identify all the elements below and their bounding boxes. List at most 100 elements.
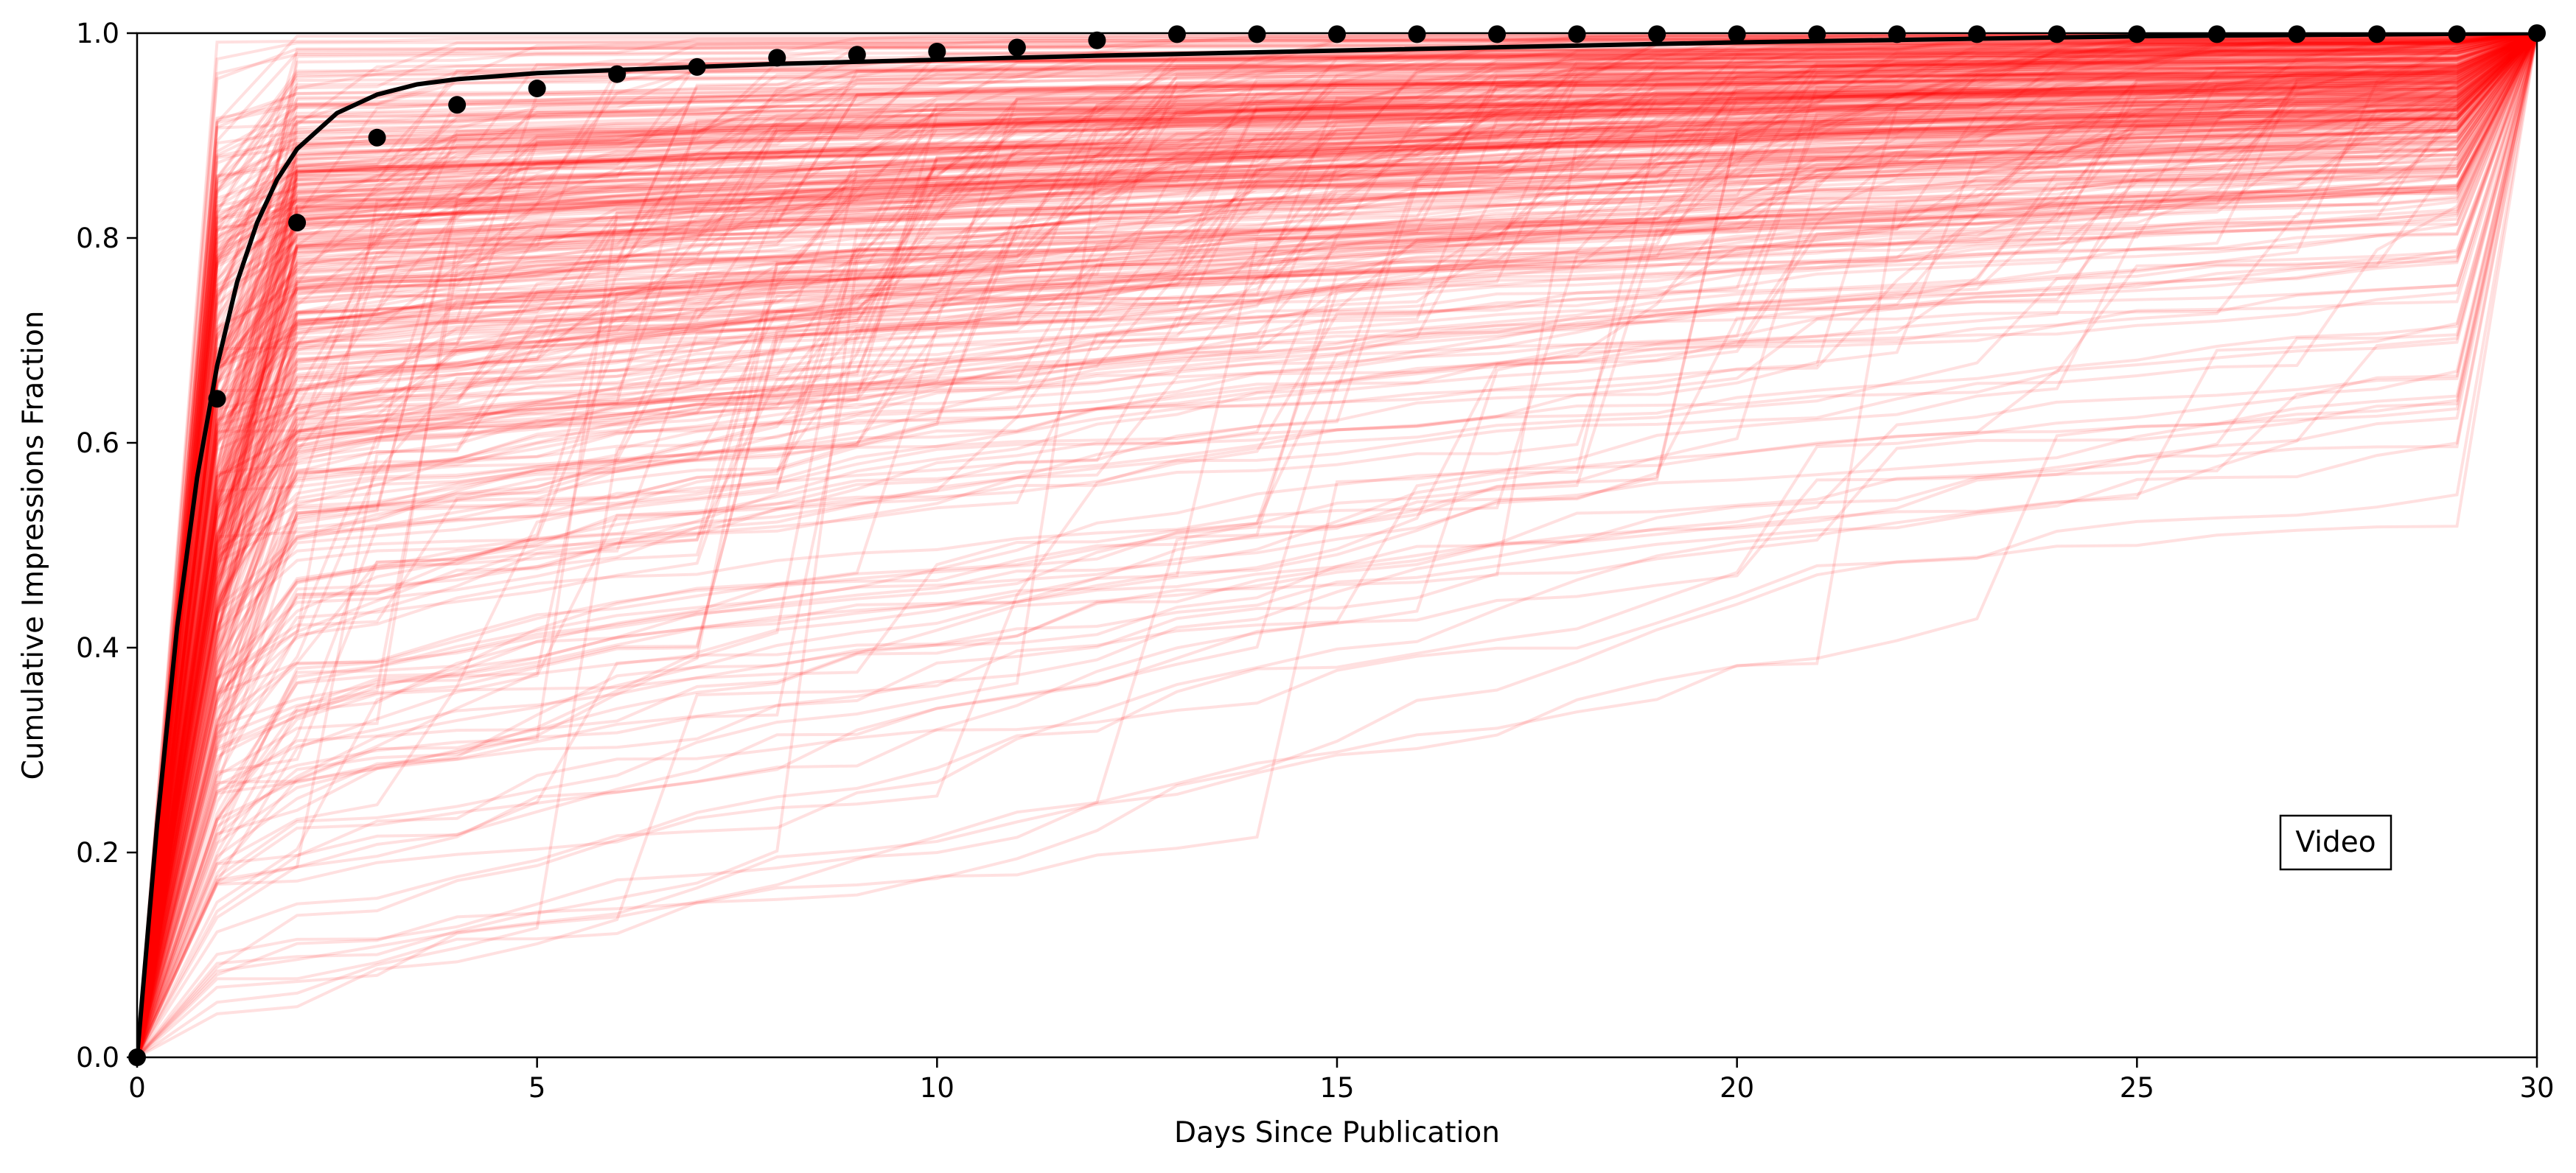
individual-series-line <box>137 33 2537 1057</box>
individual-series-line <box>137 33 2537 1057</box>
individual-series-line <box>137 33 2537 1057</box>
individual-series-line <box>137 33 2537 1057</box>
individual-series-line <box>137 33 2537 1057</box>
individual-series-line <box>137 33 2537 1057</box>
mean-point <box>2367 25 2386 43</box>
individual-series-line <box>137 33 2537 1057</box>
individual-series-line <box>137 33 2537 1057</box>
mean-point <box>368 128 386 147</box>
individual-series-line <box>137 33 2537 1057</box>
individual-series-line <box>137 33 2537 1057</box>
x-tick-label: 5 <box>528 1072 546 1104</box>
individual-series-line <box>137 33 2537 1057</box>
individual-series-line <box>137 33 2537 1057</box>
individual-series-line <box>137 33 2537 1057</box>
individual-series-line <box>137 33 2537 1057</box>
individual-series-line <box>137 33 2537 1057</box>
individual-series-line <box>137 33 2537 1057</box>
individual-series-line <box>137 33 2537 1057</box>
individual-series-line <box>137 33 2537 1057</box>
individual-series-line <box>137 33 2537 1057</box>
individual-series-line <box>137 33 2537 1057</box>
individual-series-line <box>137 33 2537 1057</box>
individual-series-line <box>137 33 2537 1057</box>
individual-series-line <box>137 33 2537 1057</box>
x-tick-label: 15 <box>1319 1072 1354 1104</box>
individual-series-line <box>137 33 2537 1057</box>
individual-series-line <box>137 33 2537 1057</box>
individual-series-line <box>137 33 2537 1057</box>
individual-series-line <box>137 33 2537 1057</box>
mean-point <box>1408 25 1426 43</box>
individual-series-line <box>137 33 2537 1057</box>
individual-series-line <box>137 33 2537 1057</box>
individual-series-line <box>137 33 2537 1057</box>
individual-series-line <box>137 33 2537 1057</box>
y-tick-label: 0.8 <box>76 223 119 254</box>
individual-series-line <box>137 33 2537 1057</box>
individual-series-line <box>137 33 2537 1057</box>
individual-series-line <box>137 33 2537 1057</box>
mean-point <box>2448 25 2466 43</box>
individual-series-line <box>137 33 2537 1057</box>
individual-series-line <box>137 33 2537 1057</box>
individual-series-line <box>137 33 2537 1057</box>
individual-series-line <box>137 33 2537 1057</box>
individual-series-line <box>137 33 2537 1057</box>
individual-series-line <box>137 33 2537 1057</box>
individual-series-line <box>137 33 2537 1057</box>
individual-series-line <box>137 33 2537 1057</box>
x-tick-label: 10 <box>920 1072 954 1104</box>
individual-series-line <box>137 33 2537 1057</box>
individual-series-line <box>137 33 2537 1057</box>
individual-series-line <box>137 33 2537 1057</box>
individual-series-line <box>137 33 2537 1057</box>
individual-series-line <box>137 33 2537 1057</box>
individual-series-line <box>137 33 2537 1057</box>
individual-series-line <box>137 33 2537 1057</box>
individual-series-line <box>137 33 2537 1057</box>
individual-series-line <box>137 33 2537 1057</box>
individual-series-line <box>137 33 2537 1057</box>
individual-series-line <box>137 33 2537 1057</box>
individual-series-line <box>137 33 2537 1057</box>
individual-series-line <box>137 33 2537 1057</box>
individual-series-line <box>137 33 2537 1057</box>
individual-series-line <box>137 33 2537 1057</box>
individual-series-line <box>137 33 2537 1057</box>
individual-series-line <box>137 33 2537 1057</box>
individual-series-line <box>137 33 2537 1057</box>
individual-series-line <box>137 33 2537 1057</box>
individual-series-line <box>137 33 2537 1057</box>
x-tick-label: 0 <box>128 1072 146 1104</box>
individual-series-line <box>137 33 2537 1057</box>
individual-series-line <box>137 33 2537 1057</box>
individual-series-line <box>137 33 2537 1057</box>
individual-series-line <box>137 33 2537 1057</box>
individual-series-line <box>137 33 2537 1057</box>
individual-series-line <box>137 33 2537 1057</box>
individual-series-line <box>137 33 2537 1057</box>
individual-series-line <box>137 33 2537 1057</box>
individual-series-line <box>137 33 2537 1057</box>
individual-series-line <box>137 33 2537 1057</box>
individual-series-line <box>137 33 2537 1057</box>
individual-series-line <box>137 33 2537 1057</box>
individual-series-line <box>137 33 2537 1057</box>
individual-series-line <box>137 33 2537 1057</box>
individual-series-line <box>137 33 2537 1057</box>
individual-series-line <box>137 33 2537 1057</box>
individual-series-line <box>137 33 2537 1057</box>
individual-series-line <box>137 33 2537 1057</box>
individual-series-line <box>137 33 2537 1057</box>
individual-series-line <box>137 33 2537 1057</box>
individual-series-line <box>137 33 2537 1057</box>
individual-series-line <box>137 33 2537 1057</box>
individual-series-line <box>137 33 2537 1057</box>
mean-point <box>1248 25 1266 43</box>
individual-series-line <box>137 33 2537 1057</box>
individual-series-line <box>137 33 2537 1057</box>
individual-series-line <box>137 33 2537 1057</box>
mean-point <box>1088 31 1106 49</box>
